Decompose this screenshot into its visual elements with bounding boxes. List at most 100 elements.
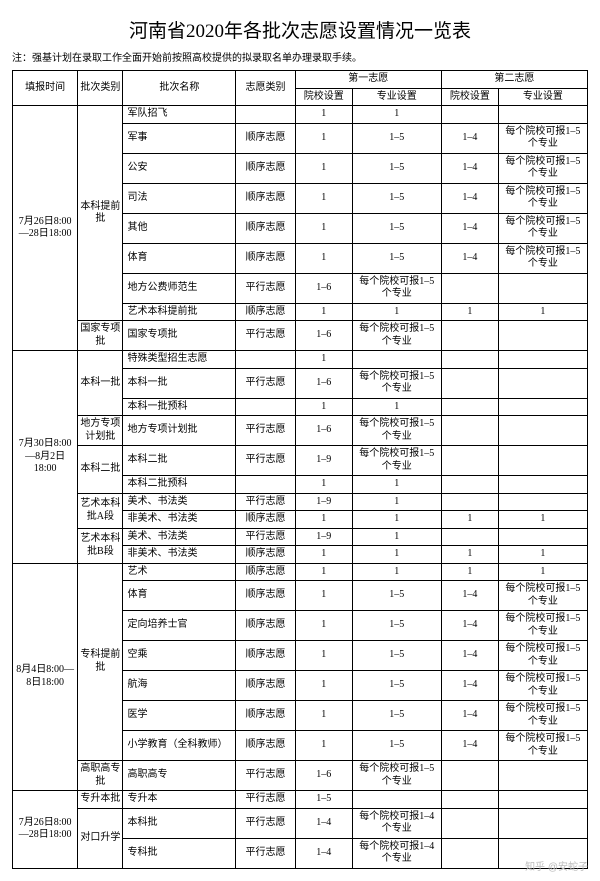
cell-s1: 1 — [295, 303, 352, 321]
watermark: 知乎 @安蛇子 — [525, 858, 588, 873]
cell-time: 7月26日8:00—28日18:00 — [13, 106, 78, 351]
cell-m2 — [498, 398, 587, 416]
cell-s1: 1 — [295, 563, 352, 581]
cell-s2 — [441, 273, 498, 303]
cell-m1: 1 — [352, 398, 441, 416]
cell-s2: 1–4 — [441, 153, 498, 183]
cell-name: 本科批 — [123, 808, 236, 838]
table-row: 国家专项批 国家专项批平行志愿1–6每个院校可报1–5个专业 — [13, 321, 588, 351]
table-row: 艺术本科批B段 美术、书法类平行志愿1–91 — [13, 528, 588, 546]
cell-cat: 专科提前批 — [78, 563, 123, 761]
cell-m1: 1 — [352, 106, 441, 124]
th-type: 志愿类别 — [236, 71, 295, 106]
cell-m1: 1–5 — [352, 183, 441, 213]
cell-s2: 1–4 — [441, 123, 498, 153]
cell-m1: 1 — [352, 546, 441, 564]
cell-cat: 本科提前批 — [78, 106, 123, 321]
cell-m1: 1 — [352, 511, 441, 529]
cell-type: 顺序志愿 — [236, 701, 295, 731]
cell-name: 体育 — [123, 243, 236, 273]
cell-m2: 每个院校可报1–5个专业 — [498, 701, 587, 731]
cell-m2: 每个院校可报1–5个专业 — [498, 123, 587, 153]
cell-s1: 1–9 — [295, 493, 352, 511]
cell-m2 — [498, 476, 587, 494]
cell-m1: 每个院校可报1–5个专业 — [352, 446, 441, 476]
cell-m2: 每个院校可报1–5个专业 — [498, 611, 587, 641]
cell-type: 顺序志愿 — [236, 671, 295, 701]
cell-cat: 艺术本科批B段 — [78, 528, 123, 563]
cell-type — [236, 398, 295, 416]
cell-m1: 1 — [352, 528, 441, 546]
header-row-1: 填报时间 批次类别 批次名称 志愿类别 第一志愿 第二志愿 — [13, 71, 588, 89]
cell-type: 顺序志愿 — [236, 153, 295, 183]
cell-type: 平行志愿 — [236, 761, 295, 791]
cell-name: 医学 — [123, 701, 236, 731]
cell-s1: 1–6 — [295, 368, 352, 398]
cell-name: 地方公费师范生 — [123, 273, 236, 303]
cell-name: 航海 — [123, 671, 236, 701]
cell-name: 司法 — [123, 183, 236, 213]
table-row: 8月4日8:00—8日18:00 专科提前批 艺术顺序志愿1111 — [13, 563, 588, 581]
cell-name: 空乘 — [123, 641, 236, 671]
cell-type: 顺序志愿 — [236, 511, 295, 529]
cell-s1: 1 — [295, 701, 352, 731]
cell-s2: 1–4 — [441, 641, 498, 671]
cell-cat: 本科一批 — [78, 351, 123, 416]
cell-s2: 1 — [441, 511, 498, 529]
cell-type: 顺序志愿 — [236, 581, 295, 611]
cell-m2: 每个院校可报1–5个专业 — [498, 671, 587, 701]
cell-type: 平行志愿 — [236, 838, 295, 868]
cell-m1: 1–5 — [352, 701, 441, 731]
cell-s1: 1 — [295, 476, 352, 494]
cell-type — [236, 351, 295, 369]
cell-cat: 专升本批 — [78, 791, 123, 809]
cell-type: 平行志愿 — [236, 273, 295, 303]
cell-s1: 1–9 — [295, 528, 352, 546]
cell-m2: 每个院校可报1–5个专业 — [498, 243, 587, 273]
table-row: 高职高专批 高职高专平行志愿1–6每个院校可报1–5个专业 — [13, 761, 588, 791]
cell-name: 军队招飞 — [123, 106, 236, 124]
cell-s2: 1–4 — [441, 731, 498, 761]
cell-cat: 对口升学 — [78, 808, 123, 868]
cell-cat: 高职高专批 — [78, 761, 123, 791]
cell-m2: 每个院校可报1–5个专业 — [498, 213, 587, 243]
cell-m1 — [352, 351, 441, 369]
cell-name: 公安 — [123, 153, 236, 183]
cell-s2 — [441, 368, 498, 398]
cell-type: 平行志愿 — [236, 808, 295, 838]
cell-m1: 每个院校可报1–5个专业 — [352, 368, 441, 398]
cell-type: 平行志愿 — [236, 528, 295, 546]
cell-time: 8月4日8:00—8日18:00 — [13, 563, 78, 791]
cell-type: 顺序志愿 — [236, 546, 295, 564]
cell-cat: 艺术本科批A段 — [78, 493, 123, 528]
th-school-1: 院校设置 — [295, 88, 352, 106]
cell-s2: 1–4 — [441, 581, 498, 611]
cell-s2 — [441, 351, 498, 369]
cell-s2: 1–4 — [441, 701, 498, 731]
cell-m2: 每个院校可报1–5个专业 — [498, 731, 587, 761]
cell-s2 — [441, 321, 498, 351]
cell-m1 — [352, 791, 441, 809]
table-row: 7月26日8:00—28日18:00 专升本批 专升本平行志愿1–5 — [13, 791, 588, 809]
cell-s2 — [441, 791, 498, 809]
cell-s1: 1–9 — [295, 446, 352, 476]
cell-m2 — [498, 446, 587, 476]
cell-name: 专升本 — [123, 791, 236, 809]
th-name: 批次名称 — [123, 71, 236, 106]
cell-type: 顺序志愿 — [236, 183, 295, 213]
cell-m1: 1–5 — [352, 581, 441, 611]
cell-name: 高职高专 — [123, 761, 236, 791]
cell-s2 — [441, 838, 498, 868]
cell-s1: 1 — [295, 611, 352, 641]
cell-s1: 1–4 — [295, 808, 352, 838]
cell-s2 — [441, 416, 498, 446]
cell-s2 — [441, 106, 498, 124]
cell-m1: 每个院校可报1–5个专业 — [352, 321, 441, 351]
th-major-1: 专业设置 — [352, 88, 441, 106]
cell-s2: 1 — [441, 303, 498, 321]
cell-time: 7月26日8:00—28日18:00 — [13, 791, 78, 869]
cell-s1: 1 — [295, 511, 352, 529]
cell-m2 — [498, 791, 587, 809]
cell-s1: 1 — [295, 581, 352, 611]
cell-s2 — [441, 528, 498, 546]
